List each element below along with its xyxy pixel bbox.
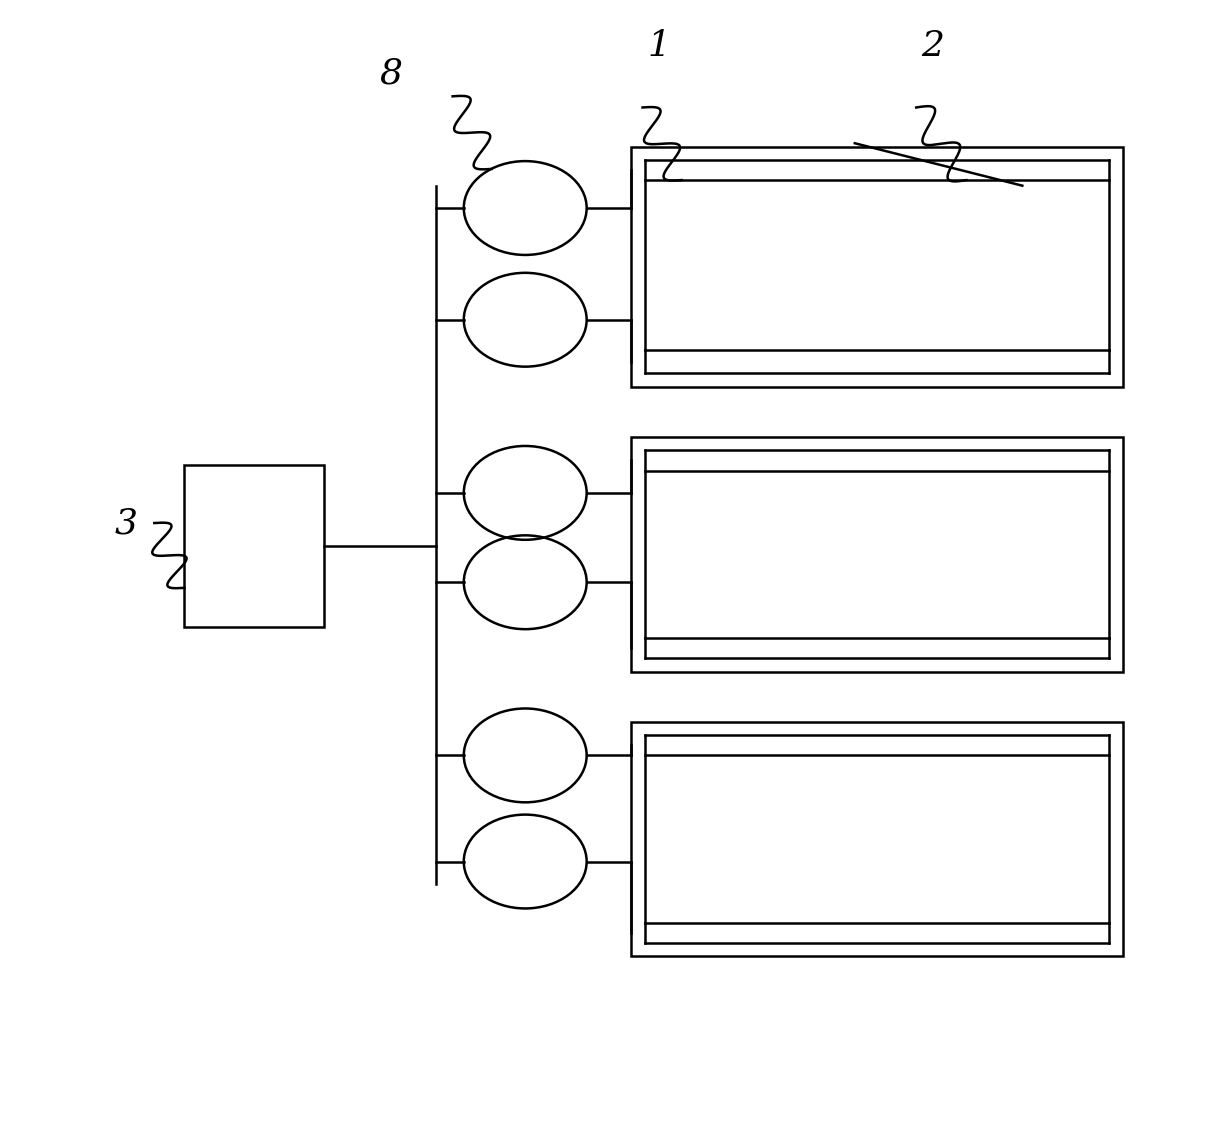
Bar xyxy=(631,147,1123,387)
Text: 8: 8 xyxy=(380,57,403,90)
Text: 2: 2 xyxy=(922,29,944,63)
Text: 3: 3 xyxy=(114,506,138,539)
Bar xyxy=(184,465,324,627)
Text: 1: 1 xyxy=(648,29,671,63)
Bar xyxy=(631,437,1123,672)
Bar xyxy=(631,722,1123,957)
